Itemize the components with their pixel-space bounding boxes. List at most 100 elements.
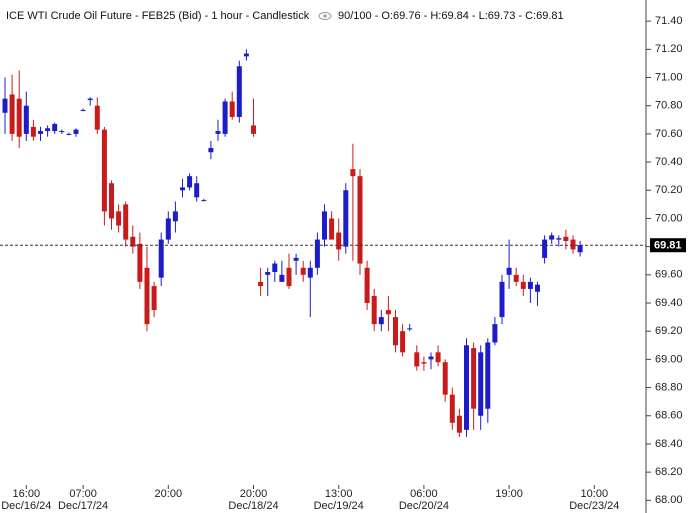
candle-body (506, 267, 512, 275)
candle-body (464, 345, 469, 430)
candle-body (513, 274, 519, 282)
candle-body (130, 236, 136, 247)
candle-body (527, 281, 533, 289)
candle-body (215, 131, 221, 134)
candle-body (343, 190, 349, 247)
y-tick-label: 71.40 (655, 15, 683, 27)
y-tick-label: 70.80 (655, 100, 683, 112)
candle-body (364, 267, 370, 304)
candle-body (236, 66, 242, 117)
candle-body (449, 394, 455, 423)
candle-body (187, 176, 193, 188)
candle-body (428, 356, 434, 360)
candle-body (59, 131, 65, 133)
y-tick-label: 68.80 (655, 381, 683, 393)
candle-body (45, 128, 51, 132)
candle-body (499, 281, 505, 318)
candle-body (293, 257, 299, 261)
y-tick-label: 71.20 (655, 43, 683, 55)
candle-body (265, 272, 271, 275)
candle-body (385, 310, 391, 315)
candle-body (456, 415, 462, 433)
y-tick-label: 68.60 (655, 410, 683, 422)
candle-body (243, 53, 249, 57)
candle-body (492, 324, 498, 343)
candle-body (144, 267, 150, 325)
candle-body (158, 239, 164, 278)
candle-body (38, 131, 43, 134)
candle-body (329, 218, 335, 240)
candle-body (208, 147, 214, 153)
y-tick-label: 70.60 (655, 128, 683, 140)
candle-body (109, 183, 114, 219)
candle-body (378, 317, 384, 325)
candle-body (137, 243, 143, 282)
candle-body (535, 284, 540, 292)
candle-body (577, 245, 583, 253)
x-tick-label: 13:00 (325, 488, 353, 500)
candle-body (52, 124, 58, 132)
candle-body (542, 239, 548, 258)
candle-body (371, 295, 377, 325)
last-price-tag (650, 238, 686, 253)
candle-body (116, 211, 122, 226)
candle-body (307, 267, 313, 278)
y-tick-label: 69.40 (655, 297, 683, 309)
candle-body (9, 94, 15, 134)
candle-body (16, 98, 22, 137)
candle-body (101, 129, 107, 212)
candle-body (300, 267, 306, 275)
candle-body (87, 98, 93, 101)
candle-body (222, 101, 228, 134)
candle-body (471, 348, 477, 409)
candle-body (357, 176, 363, 264)
y-tick-label: 68.00 (655, 494, 683, 506)
candle-body (279, 274, 285, 282)
x-tick-label: 06:00 (410, 488, 438, 500)
candle-body (123, 204, 129, 240)
candle-body (80, 109, 86, 111)
x-tick-label: 20:00 (240, 488, 268, 500)
y-tick-label: 68.20 (655, 466, 683, 478)
candle-body (549, 235, 555, 240)
candle-body (272, 263, 278, 273)
candle-body (201, 200, 207, 202)
chart-title: ICE WTI Crude Oil Future - FEB25 (Bid) -… (6, 10, 310, 22)
candle-body (172, 211, 178, 222)
candle-body (194, 183, 200, 198)
y-tick-label: 69.00 (655, 353, 683, 365)
candle-body (520, 281, 526, 289)
candle-body (414, 352, 420, 367)
candle-body (442, 362, 448, 395)
candle-body (563, 236, 569, 241)
candle-body (151, 286, 157, 311)
candle-body (350, 169, 356, 177)
candle-body (314, 239, 320, 268)
y-tick-label: 69.60 (655, 269, 683, 281)
y-tick-label: 70.20 (655, 184, 683, 196)
candle-body (400, 331, 406, 353)
x-date-label: Dec/18/24 (228, 500, 278, 512)
candle-body (73, 129, 79, 134)
candle-body (393, 317, 398, 346)
x-date-label: Dec/17/24 (58, 500, 108, 512)
candle-body (251, 125, 256, 134)
x-date-label: Dec/23/24 (569, 500, 619, 512)
candle-body (66, 133, 72, 135)
x-tick-label: 10:00 (581, 488, 609, 500)
candle-body (570, 239, 576, 250)
x-tick-label: 07:00 (69, 488, 97, 500)
candle-body (322, 211, 327, 240)
candle-body (556, 238, 562, 240)
candle-body (485, 342, 491, 409)
x-tick-label: 19:00 (495, 488, 523, 500)
last-price-label: 69.81 (654, 240, 682, 252)
visibility-icon[interactable] (318, 12, 332, 20)
y-tick-label: 69.20 (655, 325, 683, 337)
candle-body (478, 352, 484, 416)
x-tick-label: 20:00 (155, 488, 183, 500)
y-tick-label: 70.00 (655, 212, 683, 224)
candle-body (286, 267, 292, 287)
candle-body (336, 232, 342, 250)
